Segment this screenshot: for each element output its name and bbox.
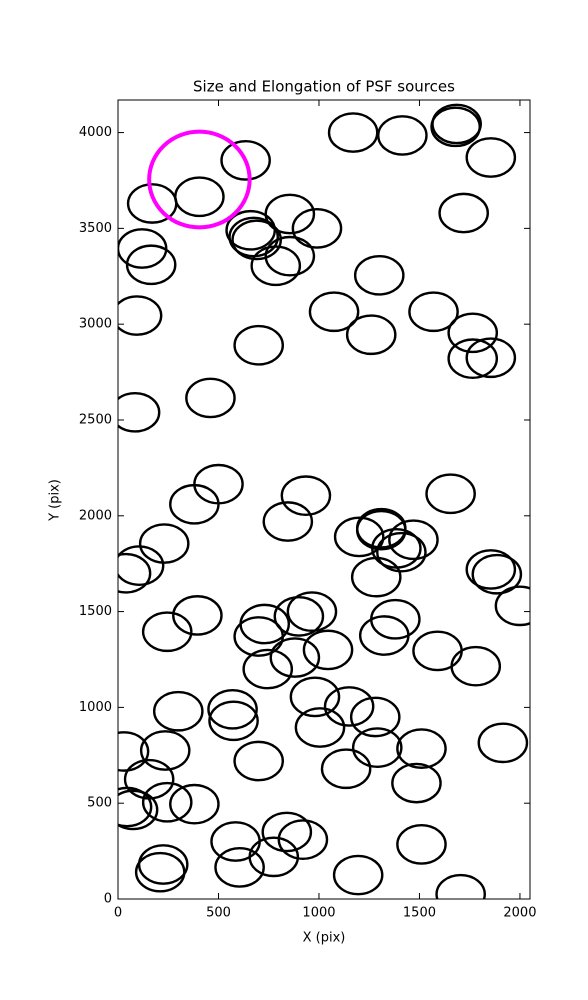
psf-ellipse: [396, 728, 447, 769]
psf-ellipse: [214, 847, 265, 888]
psf-ellipse: [286, 591, 338, 632]
psf-ellipse: [208, 700, 259, 742]
x-tick-label: 1500: [403, 906, 436, 921]
psf-ellipse: [169, 483, 220, 525]
x-tick-label: 1000: [302, 906, 335, 921]
y-tick-label: 1500: [79, 604, 112, 619]
psf-ellipse: [242, 648, 294, 690]
psf-ellipse: [220, 139, 271, 181]
psf-ellipse: [280, 475, 332, 517]
psf-ellipse: [425, 473, 476, 515]
psf-ellipse: [207, 688, 258, 730]
psf-ellipse: [134, 851, 186, 893]
psf-ellipse: [320, 748, 372, 790]
psf-ellipse: [351, 727, 403, 768]
psf-ellipse: [323, 686, 375, 727]
psf-ellipse: [141, 781, 193, 823]
psf-ellipse: [349, 696, 401, 738]
psf-ellipse: [396, 824, 447, 865]
psf-ellipse: [327, 112, 379, 153]
psf-ellipse: [377, 115, 428, 156]
y-tick-label: 2500: [79, 412, 112, 427]
psf-ellipse: [450, 645, 502, 687]
psf-ellipse: [248, 836, 300, 878]
psf-ellipse: [233, 324, 285, 366]
psf-ellipse: [185, 377, 236, 419]
psf-ellipse: [233, 616, 285, 657]
y-tick-label: 500: [87, 796, 112, 811]
psf-ellipse: [118, 731, 150, 772]
psf-ellipse: [388, 519, 439, 561]
y-tick-label: 4000: [79, 125, 112, 140]
y-tick-label: 3000: [79, 317, 112, 332]
x-tick-label: 500: [206, 906, 231, 921]
plot-frame: [117, 99, 531, 900]
psf-ellipse: [118, 552, 152, 594]
y-axis-label: Y (pix): [48, 479, 63, 522]
psf-ellipse: [261, 811, 313, 853]
x-tick-label: 0: [114, 906, 122, 921]
psf-ellipse: [465, 137, 517, 178]
psf-ellipse: [465, 337, 517, 379]
psf-ellipse: [264, 235, 316, 277]
psf-ellipse: [250, 245, 302, 287]
psf-ellipse: [350, 556, 402, 598]
psf-ellipse: [118, 391, 161, 433]
psf-ellipse: [438, 192, 489, 234]
psf-ellipse: [125, 244, 177, 286]
psf-ellipse: [294, 707, 346, 748]
psf-ellipse: [465, 549, 517, 590]
psf-ellipse: [447, 338, 499, 380]
psf-ellipse: [152, 690, 204, 732]
psf-ellipse: [430, 106, 481, 148]
x-tick-label: 2000: [503, 906, 536, 921]
psf-ellipse: [289, 676, 341, 718]
psf-ellipse: [138, 523, 190, 564]
psf-ellipse: [277, 819, 329, 860]
psf-ellipse: [376, 531, 427, 573]
y-tick-label: 1000: [79, 700, 112, 715]
psf-ellipse: [126, 183, 178, 224]
psf-ellipse: [118, 789, 159, 831]
psf-ellipse: [332, 854, 384, 896]
psf-ellipse: [435, 873, 486, 899]
psf-ellipse: [225, 209, 276, 251]
x-axis-label: X (pix): [303, 931, 346, 946]
psf-ellipse: [139, 730, 191, 771]
psf-ellipse: [447, 312, 499, 354]
psf-ellipse: [333, 516, 385, 558]
psf-ellipse: [269, 637, 321, 678]
psf-ellipse: [273, 596, 325, 637]
psf-ellipse: [477, 722, 529, 764]
psf-ellipse: [231, 219, 282, 261]
chart-title: Size and Elongation of PSF sources: [193, 78, 455, 96]
psf-ellipse: [118, 545, 165, 586]
psf-ellipse: [391, 762, 442, 804]
psf-ellipse: [118, 295, 163, 336]
psf-ellipse: [233, 740, 285, 782]
psf-ellipse: [118, 786, 153, 828]
psf-ellipse: [141, 611, 193, 653]
psf-ellipse: [355, 507, 407, 549]
psf-ellipse: [147, 129, 252, 230]
psf-ellipse: [494, 585, 530, 627]
y-tick-label: 2000: [79, 508, 112, 523]
psf-ellipse: [358, 615, 410, 656]
psf-ellipse: [471, 553, 523, 595]
psf-ellipse: [262, 501, 314, 542]
psf-ellipse: [291, 208, 343, 249]
psf-ellipse: [308, 291, 360, 333]
psf-ellipse: [408, 291, 459, 333]
psf-ellipse: [302, 629, 354, 671]
y-tick-label: 0: [104, 892, 112, 907]
psf-ellipse: [169, 783, 220, 825]
psf-ellipse: [172, 595, 223, 636]
y-tick-label: 3500: [79, 221, 112, 236]
psf-ellipse: [353, 254, 405, 296]
psf-ellipse: [345, 314, 397, 356]
plot-area: [118, 103, 530, 899]
